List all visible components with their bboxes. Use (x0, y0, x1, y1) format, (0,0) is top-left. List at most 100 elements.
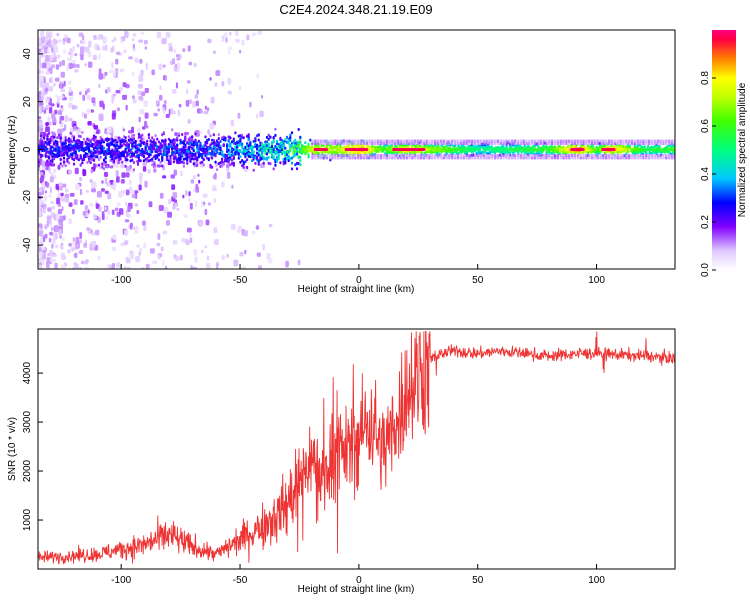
spectrogram-cell (249, 143, 252, 147)
spectrogram-cell (239, 134, 242, 138)
spectrogram-cell (359, 156, 363, 160)
spectrogram-cell (543, 146, 546, 150)
spectrogram-cell (69, 147, 72, 150)
spectrogram-cell (519, 142, 522, 145)
spectrogram-cell (48, 267, 51, 269)
spectrogram-cell (84, 140, 87, 144)
spectrogram-cell (116, 140, 119, 144)
y-tick-label: -20 (22, 190, 33, 205)
spectrogram-cell (181, 237, 186, 243)
spectrogram-cell (226, 154, 229, 158)
spectrogram-cell (630, 156, 634, 160)
spectrogram-cell (119, 143, 122, 147)
spectrogram-cell (89, 161, 92, 165)
spectrogram-cell (573, 139, 577, 143)
spectrogram-cell (355, 150, 358, 154)
spectrogram-cell (45, 182, 50, 188)
spectrogram-cell (647, 154, 651, 157)
spectrogram-cell (157, 108, 161, 112)
spectrogram-cell (102, 158, 106, 162)
spectrogram-cell (136, 150, 139, 154)
spectrogram-cell (116, 144, 119, 148)
spectrogram-cell (499, 156, 502, 160)
spectrogram-cell (56, 99, 60, 104)
spectrogram-cell (71, 153, 74, 157)
spectrogram-cell (74, 154, 77, 158)
spectrogram-cell (192, 266, 197, 269)
spectrogram-cell (170, 108, 174, 115)
spectrogram-cell (68, 218, 72, 225)
spectrogram-cell (436, 139, 440, 143)
spectrogram-cell (596, 156, 599, 160)
spectrogram-cell (280, 152, 284, 156)
spectrogram-cell (86, 95, 91, 100)
spectrogram-cell (106, 137, 109, 141)
spectrogram-cell (189, 151, 192, 155)
spectrogram-cell (542, 156, 545, 160)
spectrogram-cell (335, 146, 338, 150)
spectrogram-cell (125, 201, 128, 207)
spectrogram-cell (257, 159, 260, 163)
spectrogram-cell (145, 263, 150, 269)
spectrogram-cell (74, 167, 79, 175)
spectrogram-cell (656, 156, 659, 160)
spectrogram-cell (382, 156, 385, 160)
spectrogram-cell (176, 158, 179, 162)
spectrogram-cell (602, 145, 605, 149)
spectrogram-cell (284, 146, 287, 150)
spectrogram-cell (493, 139, 497, 143)
spectrogram-cell (110, 47, 114, 53)
spectrogram-cell (241, 159, 244, 162)
spectrogram-cell (619, 142, 622, 145)
spectrogram-cell (270, 141, 274, 145)
spectrogram-cell (106, 87, 111, 93)
spectrogram-cell (471, 154, 474, 157)
y-tick-label: -40 (22, 237, 33, 252)
spectrogram-cell (98, 113, 104, 120)
spectrogram-cell (570, 139, 574, 143)
spectrogram-cell (82, 147, 86, 151)
spectrogram-cell (181, 149, 184, 153)
spectrogram-cell (442, 154, 445, 157)
spectrogram-cell (539, 156, 542, 160)
spectrogram-cell (76, 43, 80, 48)
spectrogram-cell (171, 89, 177, 94)
spectrogram-cell (106, 264, 110, 269)
spectrogram-cell (122, 154, 126, 158)
spectrogram-cell (328, 139, 331, 143)
spectrogram-cell (447, 149, 450, 152)
spectrogram-cell (214, 82, 218, 87)
spectrogram-cell (508, 151, 512, 155)
spectrogram-cell (101, 180, 104, 184)
spectrogram-cell (111, 151, 114, 155)
spectrogram-cell (270, 153, 274, 157)
spectrogram-cell (87, 209, 90, 214)
spectrogram-cell (473, 145, 477, 149)
spectrogram-cell (139, 159, 142, 163)
spectrogram-cell (105, 44, 108, 51)
spectrogram-cell (61, 153, 64, 157)
spectrogram-cell (254, 161, 257, 165)
spectrogram-cell (180, 170, 183, 177)
spectrogram-cell (84, 87, 87, 92)
spectrogram-cell (101, 165, 104, 169)
spectrogram-cell (64, 124, 67, 131)
spectrogram-cell (625, 145, 628, 149)
spectrogram-cell (217, 137, 220, 140)
spectrogram-cell (59, 157, 62, 161)
spectrogram-cell (261, 151, 264, 155)
spectrogram-cell (226, 163, 230, 169)
spectrogram-cell (357, 139, 360, 143)
spectrogram-cell (67, 156, 71, 159)
spectrogram-cell (249, 146, 252, 150)
spectrogram-cell (259, 148, 262, 152)
spectrogram-cell (528, 142, 531, 145)
spectrogram-cell (267, 133, 270, 137)
spectrogram-cell (499, 142, 502, 145)
spectrogram-cell (638, 148, 641, 152)
spectrogram-cell (304, 141, 307, 145)
spectrogram-cell (42, 62, 47, 69)
spectrogram-cell (459, 154, 463, 157)
spectrogram-cell (97, 163, 101, 167)
spectrogram-cell (61, 146, 64, 150)
